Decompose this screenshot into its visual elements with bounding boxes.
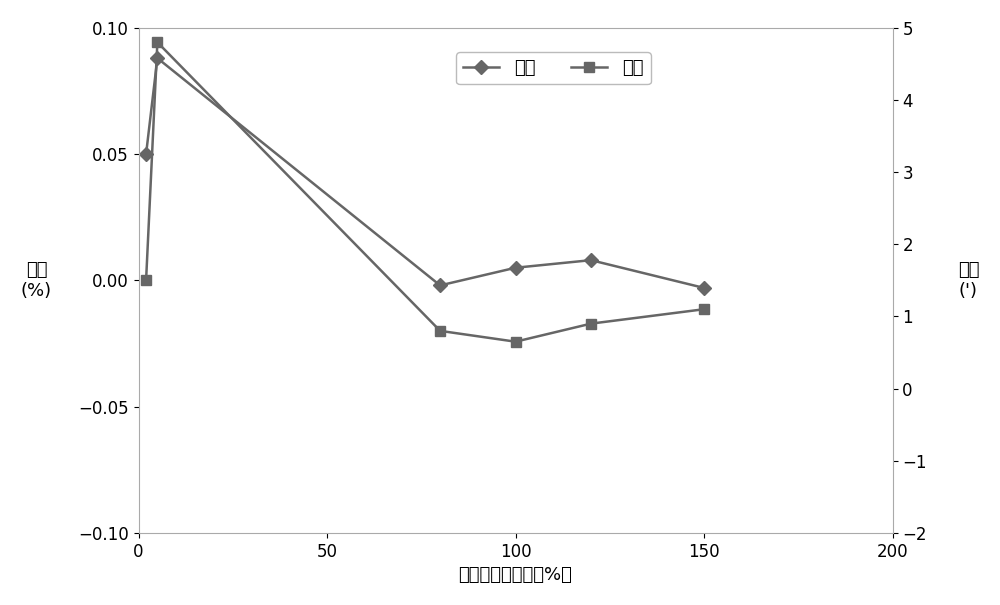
比差 [510,264,522,272]
角差 [434,327,446,335]
角差 [151,39,163,46]
比差 [151,54,163,62]
角差 [510,338,522,345]
比差 [698,284,710,292]
比差 [434,282,446,289]
Legend: 比差, 角差: 比差, 角差 [456,52,651,85]
比差 [140,151,152,158]
角差 [585,320,597,327]
Y-axis label: 角差
('): 角差 (') [958,261,979,299]
角差 [140,276,152,284]
Y-axis label: 比差
(%): 比差 (%) [21,261,52,299]
角差 [698,306,710,313]
比差 [585,257,597,264]
Line: 角差: 角差 [141,38,709,347]
X-axis label: 一次电压百分比（%）: 一次电压百分比（%） [459,566,572,584]
Line: 比差: 比差 [141,53,709,293]
